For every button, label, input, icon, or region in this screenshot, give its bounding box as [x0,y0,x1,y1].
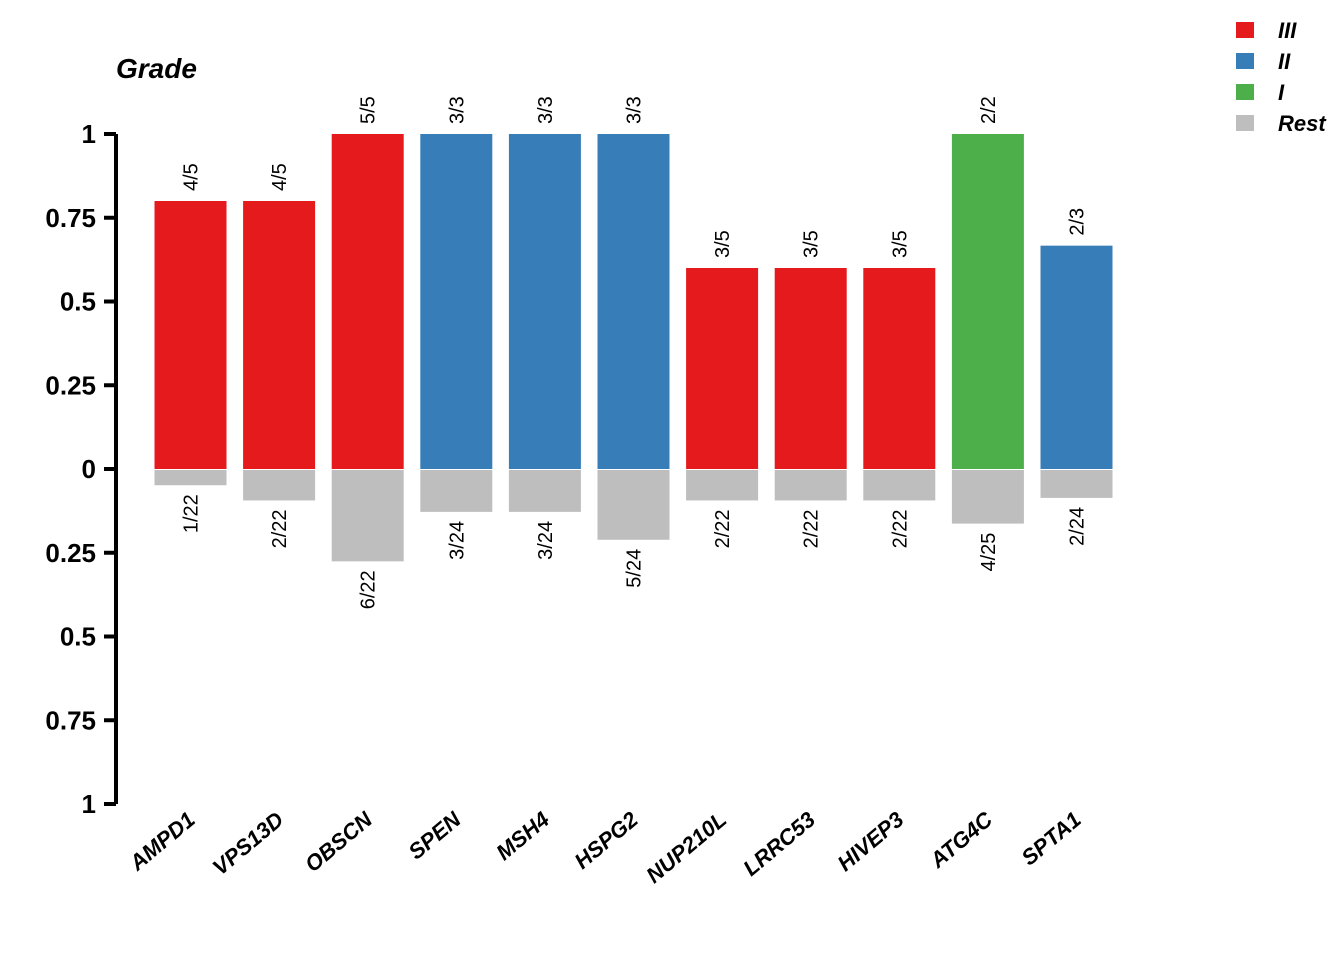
data-label-top: 5/5 [358,96,380,124]
bar-top-hivep3 [863,268,936,469]
x-tick-label: VPS13D [208,807,289,880]
bar-rest-msh4 [508,470,581,512]
x-tick-label: AMPD1 [124,807,200,876]
x-tick-label: SPTA1 [1017,807,1086,871]
x-tick-label: MSH4 [491,807,554,865]
data-label-top: 3/3 [446,96,468,124]
bar-top-msh4 [508,134,581,469]
data-label-top: 3/5 [801,230,823,258]
data-label-top: 3/5 [712,230,734,258]
bar-rest-spen [420,470,493,512]
legend-label: I [1278,80,1285,105]
bar-top-obscn [331,134,404,469]
data-label-bottom: 4/25 [978,533,1000,572]
bar-rest-obscn [331,470,404,562]
bar-rest-hspg2 [597,470,670,540]
data-label-bottom: 2/24 [1067,507,1089,546]
y-tick-label: 1 [82,119,96,149]
data-label-top: 4/5 [269,163,291,191]
bar-top-lrrc53 [774,268,847,469]
bar-rest-spta1 [1040,470,1113,498]
bar-rest-atg4c [951,470,1024,524]
bar-rest-hivep3 [863,470,936,501]
data-label-top: 3/3 [624,96,646,124]
x-tick-label: OBSCN [300,806,378,877]
legend-swatch-iii [1236,22,1254,38]
y-tick-label: 0.75 [45,705,96,735]
y-tick-label: 0.25 [45,370,96,400]
y-tick-label: 0 [82,454,96,484]
bar-top-vps13d [243,201,316,469]
data-label-bottom: 2/22 [712,509,734,548]
x-tick-label: LRRC53 [738,807,820,881]
bar-top-spen [420,134,493,469]
data-label-bottom: 1/22 [181,494,203,533]
data-label-bottom: 2/22 [889,509,911,548]
legend-label: III [1278,18,1297,43]
bar-rest-lrrc53 [774,470,847,501]
bar-top-ampd1 [154,201,227,469]
data-label-top: 3/3 [535,96,557,124]
legend-label: II [1278,49,1291,74]
data-label-top: 4/5 [181,163,203,191]
bar-rest-vps13d [243,470,316,501]
bar-top-atg4c [951,134,1024,469]
x-tick-label: HSPG2 [570,806,644,874]
data-label-bottom: 2/22 [269,509,291,548]
data-label-top: 2/3 [1067,208,1089,236]
legend-swatch-ii [1236,53,1254,69]
x-tick-label: ATG4C [924,806,998,873]
data-label-top: 3/5 [889,230,911,258]
data-label-bottom: 3/24 [535,521,557,560]
y-tick-label: 0.5 [60,287,96,317]
bar-top-spta1 [1040,245,1113,469]
x-tick-label: NUP210L [641,807,731,888]
bar-top-nup210l [686,268,759,469]
y-tick-label: 0.5 [60,622,96,652]
legend-label: Rest [1278,111,1327,136]
y-tick-label: 0.25 [45,538,96,568]
data-label-bottom: 2/22 [801,509,823,548]
chart-title: Grade [116,53,197,84]
x-tick-label: HIVEP3 [832,807,908,876]
bar-rest-nup210l [686,470,759,501]
y-tick-label: 1 [82,789,96,819]
legend-swatch-i [1236,84,1254,100]
bar-rest-ampd1 [154,470,227,486]
x-tick-label: SPEN [404,806,467,864]
legend-swatch-rest [1236,115,1254,131]
bar-top-hspg2 [597,134,670,469]
data-label-bottom: 5/24 [624,549,646,588]
data-label-bottom: 3/24 [446,521,468,560]
data-label-top: 2/2 [978,96,1000,124]
data-label-bottom: 6/22 [358,570,380,609]
y-tick-label: 0.75 [45,203,96,233]
